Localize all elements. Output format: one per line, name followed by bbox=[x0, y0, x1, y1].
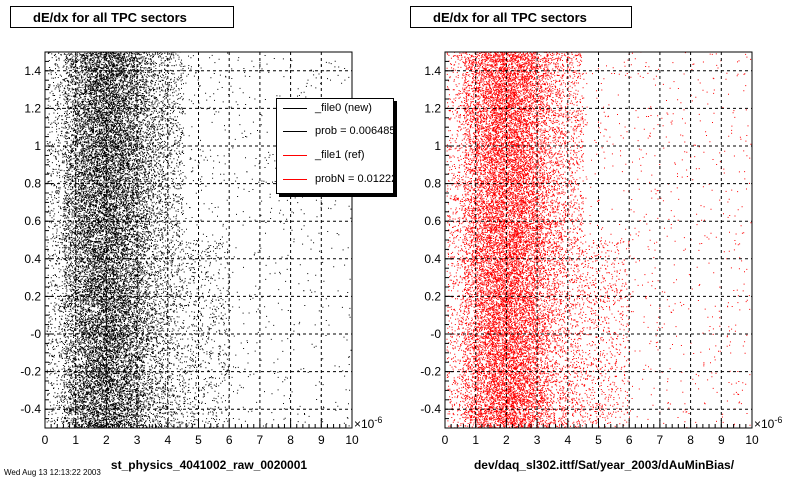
y-tick-label: 0.8 bbox=[424, 177, 441, 191]
x-tick-label: 3 bbox=[134, 433, 141, 447]
y-tick-label: 0.6 bbox=[24, 214, 41, 228]
legend: _file0 (new) prob = 0.006485 _file1 (ref… bbox=[276, 98, 394, 194]
right-scatter-plot: 0 1 2 3 4 5 6 7 8 9 10 -0.4 -0.2 -0 0.2 0.4 0.6 0.8 1 1.2 1.… bbox=[420, 51, 759, 447]
y-tick-label: -0 bbox=[430, 327, 441, 341]
x-tick-label: 9 bbox=[718, 433, 725, 447]
x-tick-label: 1 bbox=[472, 433, 479, 447]
x-axis-caption: st_physics_4041002_raw_0020001 bbox=[110, 458, 308, 472]
y-tick-label: -0 bbox=[30, 327, 41, 341]
x-exponent-label: ×10-6 bbox=[354, 415, 383, 431]
x-tick-label: 2 bbox=[103, 433, 110, 447]
y-tick-label: 1 bbox=[434, 139, 441, 153]
legend-line-prob bbox=[283, 131, 307, 132]
y-tick-label: 0.2 bbox=[424, 289, 441, 303]
y-tick-label: -0.4 bbox=[420, 402, 441, 416]
x-tick-label: 1 bbox=[72, 433, 79, 447]
x-tick-label: 5 bbox=[195, 433, 202, 447]
x-tick-label: 6 bbox=[626, 433, 633, 447]
x-tick-label: 8 bbox=[687, 433, 694, 447]
y-tick-label: -0.2 bbox=[20, 365, 41, 379]
y-tick-label: 1.4 bbox=[424, 64, 441, 78]
x-tick-label: 7 bbox=[257, 433, 264, 447]
x-tick-label: 6 bbox=[226, 433, 233, 447]
y-tick-label: 1.2 bbox=[424, 101, 441, 115]
y-tick-label: 0.6 bbox=[424, 214, 441, 228]
left-scatter-plot: 0 1 2 3 4 5 6 7 8 9 10 -0.4 -0.2 -0 0.2 0.4 0.6 0.8 1 1.2 1.… bbox=[20, 51, 359, 447]
x-tick-label: 4 bbox=[564, 433, 571, 447]
x-tick-label: 10 bbox=[745, 433, 759, 447]
x-exponent-label: ×10-6 bbox=[754, 415, 783, 431]
legend-line-new bbox=[283, 108, 307, 109]
legend-label: prob = 0.006485 bbox=[315, 125, 394, 137]
x-tick-label: 3 bbox=[534, 433, 541, 447]
y-tick-label: 0.4 bbox=[24, 252, 41, 266]
x-tick-label: 5 bbox=[595, 433, 602, 447]
x-axis-caption: dev/daq_sl302.ittf/Sat/year_2003/dAuMinB… bbox=[473, 458, 735, 472]
y-tick-label: -0.2 bbox=[420, 365, 441, 379]
legend-entry: prob = 0.006485 bbox=[277, 122, 394, 142]
legend-label: _file1 (ref) bbox=[315, 149, 365, 161]
x-tick-label: 2 bbox=[503, 433, 510, 447]
legend-entry: _file0 (new) bbox=[277, 99, 393, 119]
x-tick-label: 8 bbox=[287, 433, 294, 447]
y-tick-label: 0.8 bbox=[24, 177, 41, 191]
y-tick-label: 0.2 bbox=[24, 289, 41, 303]
x-tick-label: 10 bbox=[345, 433, 359, 447]
legend-label: _file0 (new) bbox=[315, 102, 372, 114]
right-chart-panel: dE/dx for all TPC sectors 0 1 2 3 4 5 6 7 8 9 10 -0… bbox=[400, 0, 800, 480]
scatter-points bbox=[46, 51, 352, 429]
y-tick-label: 1 bbox=[34, 139, 41, 153]
timestamp: Wed Aug 13 12:13:22 2003 bbox=[4, 468, 101, 477]
x-tick-label: 7 bbox=[657, 433, 664, 447]
legend-label: probN = 0.01222 bbox=[315, 173, 394, 185]
x-tick-label: 0 bbox=[42, 433, 49, 447]
y-tick-label: 1.4 bbox=[24, 64, 41, 78]
y-tick-label: -0.4 bbox=[20, 402, 41, 416]
left-chart-panel: dE/dx for all TPC sectors 0 1 2 3 4 5 6 7 8 9 10 -0… bbox=[10, 6, 394, 472]
x-tick-label: 9 bbox=[318, 433, 325, 447]
x-tick-label: 4 bbox=[164, 433, 171, 447]
legend-entry: _file1 (ref) bbox=[277, 146, 393, 166]
chart-title: dE/dx for all TPC sectors bbox=[410, 6, 632, 28]
legend-entry: probN = 0.01222 bbox=[277, 170, 394, 190]
legend-line-probn bbox=[283, 179, 307, 180]
chart-title: dE/dx for all TPC sectors bbox=[10, 6, 234, 28]
y-tick-label: 0.4 bbox=[424, 252, 441, 266]
y-tick-label: 1.2 bbox=[24, 101, 41, 115]
x-tick-label: 0 bbox=[442, 433, 449, 447]
legend-line-ref bbox=[283, 155, 307, 156]
